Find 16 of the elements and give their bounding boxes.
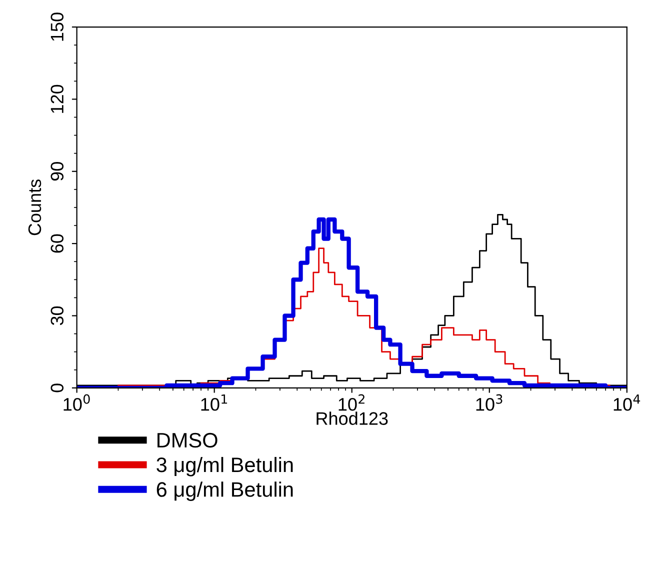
x-tick-label: 10$^{0}$ [64, 394, 90, 411]
legend-label: 6 μg/ml Betulin [156, 482, 293, 502]
x-tick-label: 10$^{4}$ [614, 394, 640, 411]
x-tick-label: 10$^{2}$ [338, 394, 364, 411]
legend-label: DMSO [158, 432, 218, 448]
x-tick-label: 10$^{3}$ [476, 394, 502, 411]
y-tick-label: 120 [50, 84, 64, 113]
x-tick-label: 10$^{1}$ [201, 394, 228, 411]
y-tick-label: 30 [50, 306, 64, 326]
x-axis-title: Rhod123 [316, 412, 388, 425]
y-tick-label: 0 [50, 384, 64, 392]
y-tick-label: 150 [50, 12, 64, 41]
legend-label: 3 μg/ml Betulin [156, 456, 293, 476]
y-tick-label: 60 [50, 234, 64, 253]
y-tick-label: 90 [50, 162, 64, 181]
y-axis-title: Counts [28, 180, 42, 236]
